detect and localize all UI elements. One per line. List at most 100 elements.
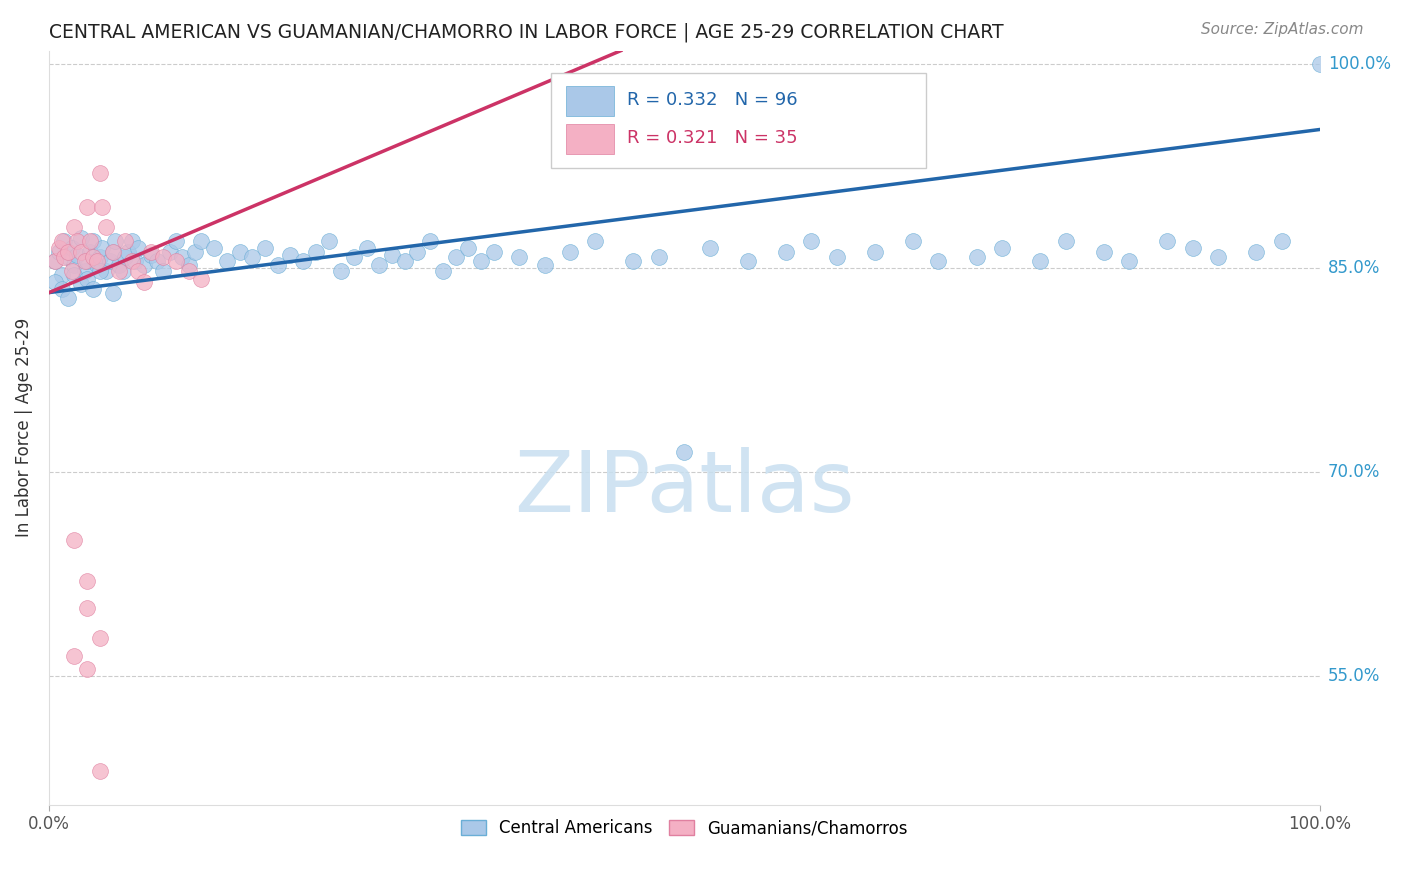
Point [127, 241, 149, 255]
Point [56, 250, 79, 264]
Point [343, 250, 366, 264]
Point [356, 241, 378, 255]
Point [190, 272, 212, 286]
Point [1029, 254, 1052, 268]
Point [134, 275, 156, 289]
Point [53, 234, 76, 248]
Text: Source: ZipAtlas.com: Source: ZipAtlas.com [1201, 22, 1364, 37]
Point [800, 234, 823, 248]
Point [44, 275, 66, 289]
Point [108, 264, 131, 278]
Point [73, 254, 96, 268]
Point [139, 247, 162, 261]
Point [1181, 241, 1204, 255]
Point [966, 250, 988, 264]
Point [1244, 244, 1267, 259]
Point [991, 241, 1014, 255]
Point [73, 264, 96, 278]
Point [583, 234, 606, 248]
Point [79, 234, 101, 248]
Point [66, 247, 89, 261]
Point [508, 250, 530, 264]
Point [1206, 250, 1229, 264]
Bar [567, 124, 614, 154]
Point [114, 234, 136, 248]
Point [139, 244, 162, 259]
Point [63, 259, 86, 273]
Point [86, 254, 108, 268]
Point [253, 241, 276, 255]
Point [280, 247, 302, 261]
Point [82, 281, 104, 295]
Point [558, 244, 581, 259]
Point [79, 244, 101, 259]
Point [56, 291, 79, 305]
Point [104, 234, 127, 248]
Point [51, 268, 73, 282]
Point [901, 234, 924, 248]
Point [44, 254, 66, 268]
Point [228, 244, 250, 259]
Point [737, 254, 759, 268]
Point [863, 244, 886, 259]
Point [482, 244, 505, 259]
Point [1118, 254, 1140, 268]
Point [1054, 234, 1077, 248]
Point [89, 631, 111, 645]
Point [76, 254, 98, 268]
Point [66, 234, 89, 248]
Point [53, 250, 76, 264]
Point [48, 244, 70, 259]
Point [190, 234, 212, 248]
Point [76, 601, 98, 615]
Point [114, 250, 136, 264]
Point [91, 241, 114, 255]
Point [63, 648, 86, 663]
Point [699, 241, 721, 255]
Point [44, 254, 66, 268]
Point [121, 254, 143, 268]
Point [419, 234, 441, 248]
Text: R = 0.321   N = 35: R = 0.321 N = 35 [627, 129, 797, 147]
Point [76, 574, 98, 588]
Text: 55.0%: 55.0% [1329, 667, 1381, 685]
Point [91, 200, 114, 214]
Point [51, 281, 73, 295]
Point [69, 277, 91, 292]
Point [69, 244, 91, 259]
Point [96, 220, 118, 235]
Point [648, 250, 671, 264]
Point [202, 241, 225, 255]
Point [108, 259, 131, 273]
FancyBboxPatch shape [551, 73, 925, 168]
Point [172, 250, 194, 264]
Point [63, 268, 86, 282]
Point [51, 234, 73, 248]
Point [60, 241, 83, 255]
Point [89, 166, 111, 180]
Point [152, 250, 174, 264]
Point [89, 264, 111, 278]
Point [165, 254, 187, 268]
Point [101, 285, 124, 300]
Point [177, 259, 200, 273]
Point [184, 244, 207, 259]
Point [48, 241, 70, 255]
Point [127, 264, 149, 278]
Point [368, 259, 391, 273]
Point [267, 259, 290, 273]
Point [134, 259, 156, 273]
Point [825, 250, 848, 264]
Point [82, 250, 104, 264]
Text: 70.0%: 70.0% [1329, 463, 1381, 481]
Legend: Central Americans, Guamanians/Chamorros: Central Americans, Guamanians/Chamorros [453, 811, 917, 846]
Point [292, 254, 315, 268]
Text: R = 0.332   N = 96: R = 0.332 N = 96 [627, 92, 797, 110]
Point [1309, 57, 1331, 71]
Point [86, 259, 108, 273]
Text: 85.0%: 85.0% [1329, 260, 1381, 277]
Point [533, 259, 555, 273]
Point [457, 241, 479, 255]
Point [394, 254, 416, 268]
Bar [567, 87, 614, 116]
